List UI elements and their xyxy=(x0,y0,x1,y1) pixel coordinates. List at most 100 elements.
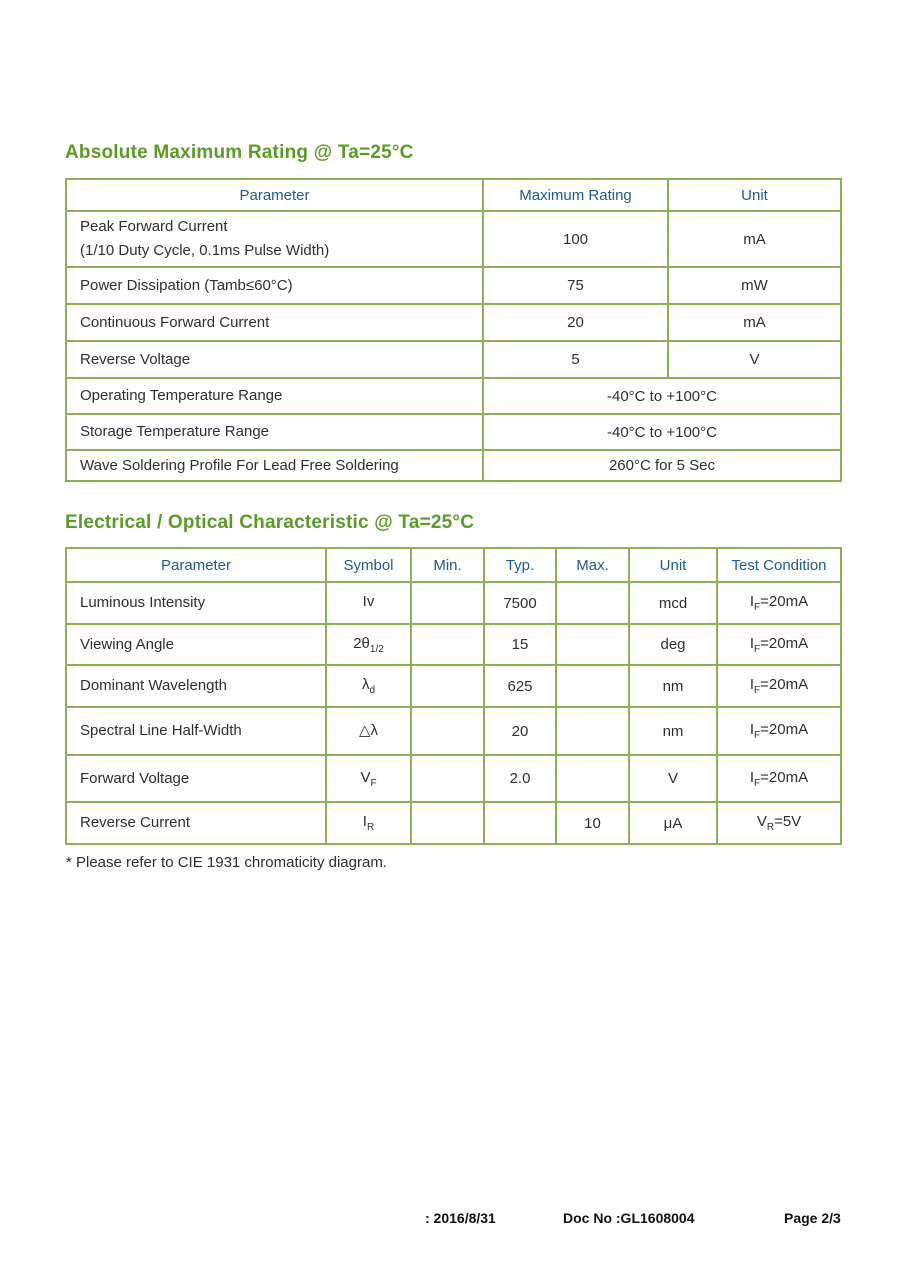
symbol-main: I xyxy=(362,813,367,830)
cond-post: =20mA xyxy=(760,676,809,693)
parameter-cell: Reverse Voltage xyxy=(65,340,484,379)
test-condition-cell: VR=5V xyxy=(716,801,842,845)
symbol-cell: Iv xyxy=(325,581,412,625)
cond-pre: I xyxy=(749,593,755,610)
typ-cell: 625 xyxy=(483,664,557,708)
max-cell xyxy=(555,581,630,625)
symbol-cell: 2θ1/2 xyxy=(325,623,412,666)
min-cell xyxy=(410,664,485,708)
symbol-sub: 1/2 xyxy=(369,643,384,655)
cond-sub: R xyxy=(766,822,775,833)
table-row: Luminous Intensity Iv 7500 mcd IF=20mA xyxy=(65,581,842,625)
unit-cell: nm xyxy=(628,664,718,708)
rating-cell: 75 xyxy=(482,266,669,305)
cond-post: =20mA xyxy=(760,768,809,786)
min-cell xyxy=(410,706,485,756)
min-cell xyxy=(410,754,485,803)
cond-sub: F xyxy=(754,602,761,613)
table-row: Forward Voltage VF 2.0 V IF=20mA xyxy=(65,754,842,803)
typ-cell: 2.0 xyxy=(483,754,557,803)
max-cell xyxy=(555,754,630,803)
column-header-symbol: Symbol xyxy=(325,547,412,583)
symbol-main: Iv xyxy=(362,593,375,610)
absolute-maximum-rating-table: Parameter Maximum Rating Unit Peak Forwa… xyxy=(65,178,842,482)
footer-date: : 2016/8/31 xyxy=(425,1210,496,1226)
unit-cell: V xyxy=(628,754,718,803)
symbol-sub: R xyxy=(366,822,375,833)
parameter-cell: Viewing Angle xyxy=(65,623,327,666)
table-row: Continuous Forward Current 20 mA xyxy=(65,303,842,342)
unit-cell: mcd xyxy=(628,581,718,625)
table-row: Peak Forward Current (1/10 Duty Cycle, 0… xyxy=(65,210,842,268)
table-row: Operating Temperature Range -40°C to +10… xyxy=(65,377,842,415)
table-row: Power Dissipation (Tamb≤60°C) 75 mW xyxy=(65,266,842,305)
typ-cell: 20 xyxy=(483,706,557,756)
cond-post: =20mA xyxy=(760,593,809,610)
cond-pre: I xyxy=(749,768,755,786)
merged-value-cell: -40°C to +100°C xyxy=(482,413,842,451)
cond-sub: F xyxy=(754,730,761,741)
symbol-cell: IR xyxy=(325,801,412,845)
test-condition-cell: IF=20mA xyxy=(716,623,842,666)
electrical-optical-characteristic-table: Parameter Symbol Min. Typ. Max. Unit Tes… xyxy=(65,547,842,845)
parameter-cell: Reverse Current xyxy=(65,801,327,845)
parameter-cell: Continuous Forward Current xyxy=(65,303,484,342)
parameter-cell: Wave Soldering Profile For Lead Free Sol… xyxy=(65,449,484,482)
min-cell xyxy=(410,581,485,625)
unit-cell: mW xyxy=(667,266,842,305)
max-cell: 10 xyxy=(555,801,630,845)
footnote-cie-diagram: * Please refer to CIE 1931 chromaticity … xyxy=(66,854,387,871)
footer-page-number: Page 2/3 xyxy=(784,1210,841,1226)
test-condition-cell: IF=20mA xyxy=(716,664,842,708)
table-row: Wave Soldering Profile For Lead Free Sol… xyxy=(65,449,842,482)
symbol-main: 2θ xyxy=(353,634,370,652)
param-line-1: Peak Forward Current xyxy=(80,218,228,235)
column-header-min: Min. xyxy=(410,547,485,583)
cond-pre: V xyxy=(756,813,767,830)
footer-doc-number: Doc No :GL1608004 xyxy=(563,1210,695,1226)
page-content: Absolute Maximum Rating @ Ta=25°C Parame… xyxy=(65,142,842,871)
merged-value-cell: 260°C for 5 Sec xyxy=(482,449,842,482)
parameter-cell: Luminous Intensity xyxy=(65,581,327,625)
column-header-max: Max. xyxy=(555,547,630,583)
min-cell xyxy=(410,623,485,666)
unit-cell: μA xyxy=(628,801,718,845)
column-header-unit: Unit xyxy=(667,178,842,212)
rating-cell: 20 xyxy=(482,303,669,342)
page-footer: : 2016/8/31 Doc No :GL1608004 Page 2/3 xyxy=(0,1210,900,1230)
symbol-sub: d xyxy=(369,685,376,696)
parameter-cell: Forward Voltage xyxy=(65,754,327,803)
test-condition-cell: IF=20mA xyxy=(716,754,842,803)
symbol-cell: VF xyxy=(325,754,412,803)
typ-cell: 7500 xyxy=(483,581,557,625)
section-title-electrical-optical-characteristic: Electrical / Optical Characteristic @ Ta… xyxy=(65,512,475,533)
cond-pre: I xyxy=(749,634,755,652)
unit-cell: V xyxy=(667,340,842,379)
test-condition-cell: IF=20mA xyxy=(716,706,842,756)
parameter-cell: Power Dissipation (Tamb≤60°C) xyxy=(65,266,484,305)
symbol-main: V xyxy=(360,768,371,786)
symbol-sub: F xyxy=(370,777,377,789)
table-row: Reverse Current IR 10 μA VR=5V xyxy=(65,801,842,845)
cond-sub: F xyxy=(754,685,761,696)
max-cell xyxy=(555,706,630,756)
parameter-cell: Spectral Line Half-Width xyxy=(65,706,327,756)
column-header-unit: Unit xyxy=(628,547,718,583)
section-title-absolute-maximum-rating: Absolute Maximum Rating @ Ta=25°C xyxy=(65,142,414,163)
min-cell xyxy=(410,801,485,845)
symbol-main: λ xyxy=(361,676,370,693)
typ-cell: 15 xyxy=(483,623,557,666)
column-header-typ: Typ. xyxy=(483,547,557,583)
parameter-cell: Dominant Wavelength xyxy=(65,664,327,708)
cond-sub: F xyxy=(754,643,761,655)
unit-cell: deg xyxy=(628,623,718,666)
column-header-parameter: Parameter xyxy=(65,547,327,583)
symbol-cell: λd xyxy=(325,664,412,708)
rating-cell: 5 xyxy=(482,340,669,379)
unit-cell: nm xyxy=(628,706,718,756)
table-row: Spectral Line Half-Width △λ 20 nm IF=20m… xyxy=(65,706,842,756)
parameter-cell: Storage Temperature Range xyxy=(65,413,484,451)
column-header-test-condition: Test Condition xyxy=(716,547,842,583)
unit-cell: mA xyxy=(667,303,842,342)
